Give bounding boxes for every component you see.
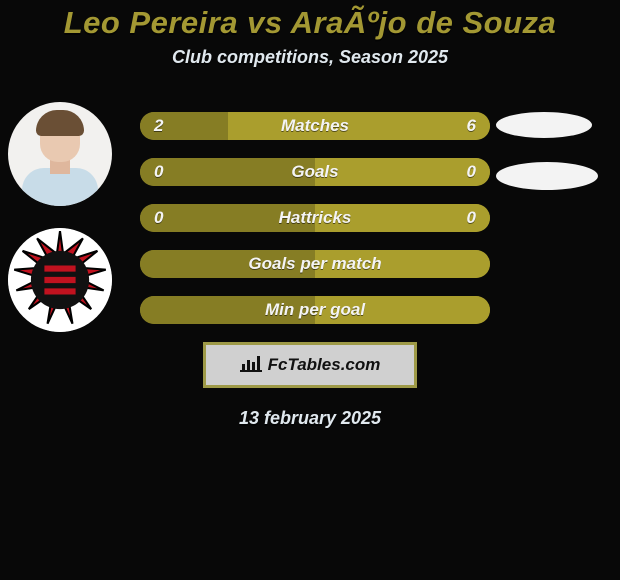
stat-bar: Min per goal (140, 296, 490, 324)
stat-bars: Matches26Goals00Hattricks00Goals per mat… (140, 112, 490, 324)
stat-bar: Goals00 (140, 158, 490, 186)
stat-bar-value-p1: 0 (154, 158, 163, 186)
fctables-badge: FcTables.com (203, 342, 417, 388)
stat-bar-value-p2: 0 (467, 158, 476, 186)
comparison-pill (496, 112, 592, 138)
stat-bar-value-p1: 0 (154, 204, 163, 232)
stat-bar-value-p2: 6 (467, 112, 476, 140)
fctables-badge-text: FcTables.com (268, 355, 381, 375)
subtitle: Club competitions, Season 2025 (0, 47, 620, 68)
comparison-date: 13 february 2025 (0, 408, 620, 429)
chart-icon (240, 354, 262, 377)
stat-bar: Hattricks00 (140, 204, 490, 232)
stat-bar: Goals per match (140, 250, 490, 278)
avatar-column (8, 102, 112, 354)
player-2-club-badge (8, 228, 112, 332)
stat-bar-value-p1: 2 (154, 112, 163, 140)
comparison-pill (496, 162, 598, 190)
player-1-avatar (8, 102, 112, 206)
stat-bar-value-p2: 0 (467, 204, 476, 232)
comparison-main: Matches26Goals00Hattricks00Goals per mat… (0, 112, 620, 324)
stat-bar: Matches26 (140, 112, 490, 140)
right-pill-column (496, 112, 598, 214)
page-title: Leo Pereira vs AraÃºjo de Souza (0, 5, 620, 41)
